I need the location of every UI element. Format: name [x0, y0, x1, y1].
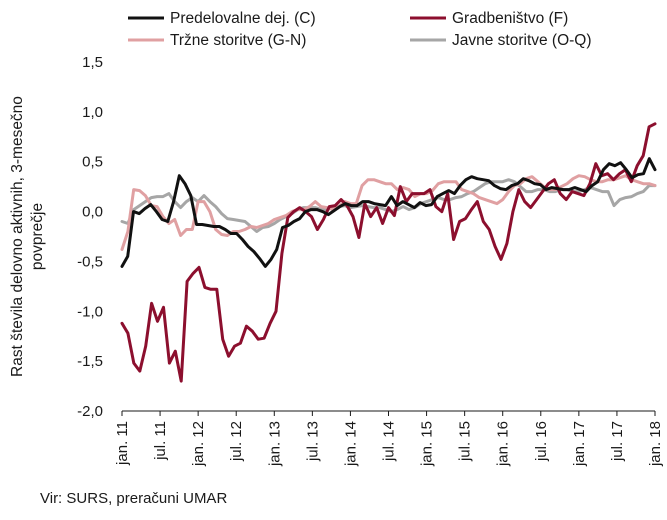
y-axis-ticks: 1,5 1,0 0,5 0,0 -0,5 -1,0 -1,5 -2,0	[77, 54, 103, 420]
x-tick-label: jan. 17	[571, 421, 588, 467]
series-line-1	[120, 122, 657, 383]
x-tick-label: jan. 11	[114, 421, 131, 466]
series-line-2	[120, 174, 657, 251]
legend-label: Predelovalne dej. (C)	[170, 10, 316, 27]
y-tick-label: -1,5	[77, 353, 103, 370]
y-tick-label: -1,0	[77, 303, 103, 320]
x-tick-label: jan. 15	[419, 421, 436, 467]
x-tick-label: jan. 12	[190, 421, 207, 467]
x-tick-label: jul. 13	[304, 421, 321, 462]
y-axis-label-line: Rast števila delovno aktivnih, 3-mesečno	[9, 96, 26, 377]
y-tick-label: -0,5	[77, 253, 103, 270]
legend-label: Javne storitve (O-Q)	[452, 32, 592, 49]
legend-label: Tržne storitve (G-N)	[170, 32, 306, 49]
legend-label: Gradbeništvo (F)	[452, 10, 568, 27]
x-axis: jan. 11 jul. 11 jan. 12 jul. 12 jan. 13 jul. …	[114, 410, 664, 467]
y-axis-label: Rast števila delovno aktivnih, 3-mesečno…	[9, 96, 46, 377]
series-lines	[120, 122, 657, 383]
x-tick-label: jan. 13	[266, 421, 283, 467]
x-tick-label: jul. 11	[152, 421, 169, 461]
y-tick-label: 1,0	[82, 104, 103, 121]
x-tick-label: jul. 16	[533, 421, 550, 462]
x-tick-label: jul. 12	[228, 421, 245, 462]
x-tick-label: jan. 14	[342, 421, 359, 467]
x-tick-label: jan. 18	[647, 421, 664, 467]
y-tick-label: 0,5	[82, 154, 103, 171]
x-tick-label: jul. 17	[609, 421, 626, 462]
y-tick-label: 0,0	[82, 204, 103, 221]
legend: Predelovalne dej. (C) Gradbeništvo (F) Trž…	[128, 10, 592, 49]
x-tick-label: jul. 14	[381, 421, 398, 462]
source-note: Vir: SURS, preračuni UMAR	[40, 490, 228, 507]
series-line-0	[120, 157, 657, 268]
x-tick-label: jan. 16	[495, 421, 512, 467]
y-axis-label-line: povprečje	[29, 203, 46, 270]
y-tick-label: 1,5	[82, 54, 103, 71]
y-tick-label: -2,0	[77, 403, 103, 420]
x-tick-label: jul. 15	[457, 421, 474, 462]
